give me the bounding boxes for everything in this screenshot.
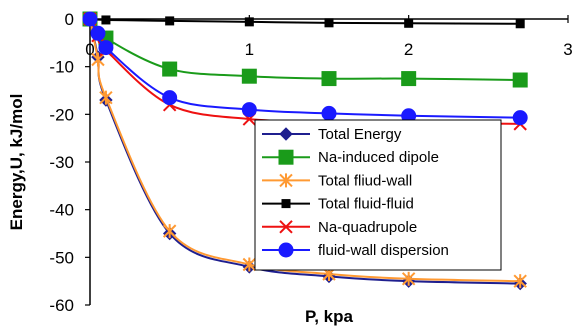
legend-entry: Total fluid-fluid xyxy=(262,196,414,213)
x-tick-label: 2 xyxy=(404,40,413,59)
legend-label: Na-induced dipole xyxy=(318,149,439,166)
data-point xyxy=(98,40,114,56)
legend-box xyxy=(254,119,502,271)
legend-swatch-marker xyxy=(281,199,291,209)
legend-label: Total fluid-fluid xyxy=(318,196,414,213)
data-point xyxy=(82,11,98,27)
series-layer xyxy=(82,11,528,291)
data-point xyxy=(90,25,106,41)
data-point xyxy=(324,18,334,28)
legend-entry: Total Energy xyxy=(262,126,402,143)
legend-swatch-marker xyxy=(279,173,293,188)
legend-entry: Na-induced dipole xyxy=(262,149,439,166)
legend-label: Na-quadrupole xyxy=(318,219,417,236)
y-tick-label: -60 xyxy=(49,296,74,315)
y-tick-label: -30 xyxy=(49,153,74,172)
data-point xyxy=(244,17,254,27)
data-point xyxy=(91,52,105,67)
legend-swatch-marker xyxy=(279,220,293,234)
legend-swatch-marker xyxy=(279,127,293,141)
data-point xyxy=(242,257,257,272)
y-tick-label: -10 xyxy=(49,58,74,77)
series-fluid-wall-dispersion xyxy=(82,11,528,126)
data-point xyxy=(321,105,337,121)
data-point xyxy=(401,71,417,87)
legend-swatch-marker xyxy=(278,149,294,165)
y-tick-label: -40 xyxy=(49,201,74,220)
data-point xyxy=(241,102,257,118)
y-axis-ticks: 0 -10 -20 -30 -40 -50 -60 xyxy=(49,10,90,315)
x-tick-label: 3 xyxy=(563,40,572,59)
x-axis-title: P, kpa xyxy=(305,307,353,326)
legend-swatch-marker xyxy=(278,242,294,258)
legend: Total Energy Na-induced dipole Total fliud… xyxy=(254,119,502,271)
data-point xyxy=(162,90,178,106)
series-line xyxy=(89,18,521,82)
data-point xyxy=(513,274,527,289)
data-point xyxy=(512,72,528,88)
legend-label: fluid-wall dispersion xyxy=(318,242,449,259)
data-point xyxy=(321,71,337,87)
data-point xyxy=(401,271,416,286)
y-tick-label: 0 xyxy=(65,10,74,29)
x-tick-label: 1 xyxy=(245,40,254,59)
y-tick-label: -20 xyxy=(49,105,74,124)
data-point xyxy=(515,19,525,29)
legend-entry: Total fliud-wall xyxy=(262,172,412,189)
legend-entry: fluid-wall dispersion xyxy=(262,242,449,259)
legend-label: Total Energy xyxy=(318,126,402,143)
data-point xyxy=(101,15,111,25)
data-point xyxy=(404,18,414,28)
data-point xyxy=(162,224,177,239)
legend-label: Total fliud-wall xyxy=(318,172,412,189)
data-point xyxy=(165,16,175,26)
data-point xyxy=(162,61,178,77)
y-axis-title: Energy,U, kJ/mol xyxy=(7,94,26,231)
data-point xyxy=(99,90,113,105)
legend-entry: Na-quadrupole xyxy=(262,219,417,236)
series-total-fluid-fluid xyxy=(85,14,525,29)
y-tick-label: -50 xyxy=(49,248,74,267)
series-line xyxy=(89,18,521,119)
x-tick-label: 0 xyxy=(85,40,94,59)
data-point xyxy=(512,110,528,126)
data-point xyxy=(241,68,257,84)
series-line xyxy=(89,18,521,125)
